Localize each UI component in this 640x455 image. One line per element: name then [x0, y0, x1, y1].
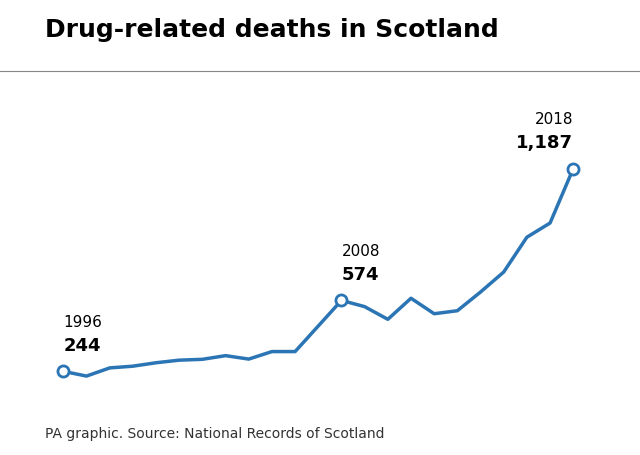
Text: PA graphic. Source: National Records of Scotland: PA graphic. Source: National Records of … — [45, 427, 384, 441]
Text: 2018: 2018 — [535, 112, 573, 127]
Text: 574: 574 — [342, 266, 379, 284]
Text: 244: 244 — [63, 337, 101, 355]
Text: Drug-related deaths in Scotland: Drug-related deaths in Scotland — [45, 18, 499, 42]
Text: 2008: 2008 — [342, 244, 380, 259]
Text: 1996: 1996 — [63, 315, 102, 330]
Text: 1,187: 1,187 — [516, 134, 573, 152]
